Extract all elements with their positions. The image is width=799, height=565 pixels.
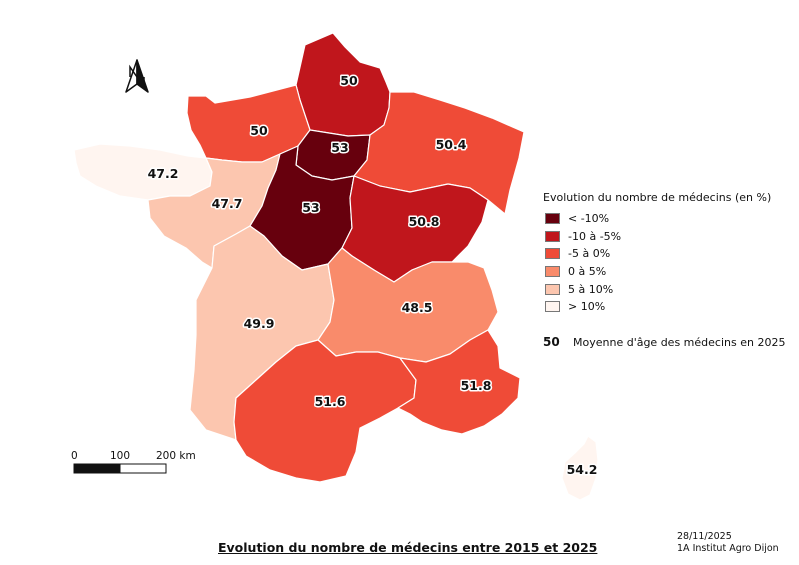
credit-date: 28/11/2025 [677,531,732,542]
scale-label-100: 100 [110,450,130,462]
legend-title: Evolution du nombre de médecins (en %) [543,191,772,204]
credit: 28/11/2025 1A Institut Agro Dijon [677,531,779,555]
scale-bar: 0 100 200 km [71,450,196,474]
region-corse[interactable] [561,435,599,501]
scale-label-0: 0 [71,450,78,462]
legend-label: 5 à 10% [568,282,614,296]
legend-note-value: 50 [543,335,560,349]
legend-item: -10 à -5% [543,228,771,246]
legend-item: 5 à 10% [543,280,771,298]
legend-label: -5 à 0% [568,247,611,261]
region-bretagne[interactable] [73,143,213,201]
legend-swatch [545,266,560,278]
label-hauts-de-france: 50 [340,73,358,88]
legend-label: > 10% [568,300,606,314]
legend-label: < -10% [568,212,610,226]
legend-item: > 10% [543,298,771,316]
legend-item: 0 à 5% [543,263,771,281]
legend-label: 0 à 5% [568,265,607,279]
legend-label: -10 à -5% [568,229,622,243]
label-bourgogne-franche-comte: 50.8 [409,214,440,229]
legend-swatch [545,213,560,225]
label-occitanie: 51.6 [315,394,346,409]
label-nouvelle-aquitaine: 49.9 [244,316,275,331]
label-corse: 54.2 [567,462,598,477]
region-provence-alpes-cote-dazur[interactable] [397,329,521,435]
legend-swatch [545,230,560,242]
label-normandie: 50 [250,123,268,138]
legend-item: -5 à 0% [543,245,771,263]
legend-swatch [545,301,560,313]
label-ile-de-france: 53 [331,140,348,155]
label-grand-est: 50.4 [436,137,467,152]
legend-swatch [545,248,560,260]
legend-average-age: 50 Moyenne d'âge des médecins en 2025 [543,335,785,349]
label-auvergne-rhone-alpes: 48.5 [402,300,433,315]
scale-label-200: 200 km [156,450,196,462]
label-bretagne: 47.2 [148,166,179,181]
label-provence-alpes-cote-dazur: 51.8 [461,378,492,393]
credit-author: 1A Institut Agro Dijon [677,543,779,554]
legend: Evolution du nombre de médecins (en %) <… [543,191,771,316]
label-centre-val-de-loire: 53 [302,200,319,215]
legend-item: < -10% [543,210,771,228]
map-title: Evolution du nombre de médecins entre 20… [218,540,598,555]
legend-swatch [545,283,560,295]
label-pays-de-la-loire: 47.7 [212,196,243,211]
north-arrow-icon [125,59,149,93]
legend-note-label: Moyenne d'âge des médecins en 2025 [573,335,786,349]
